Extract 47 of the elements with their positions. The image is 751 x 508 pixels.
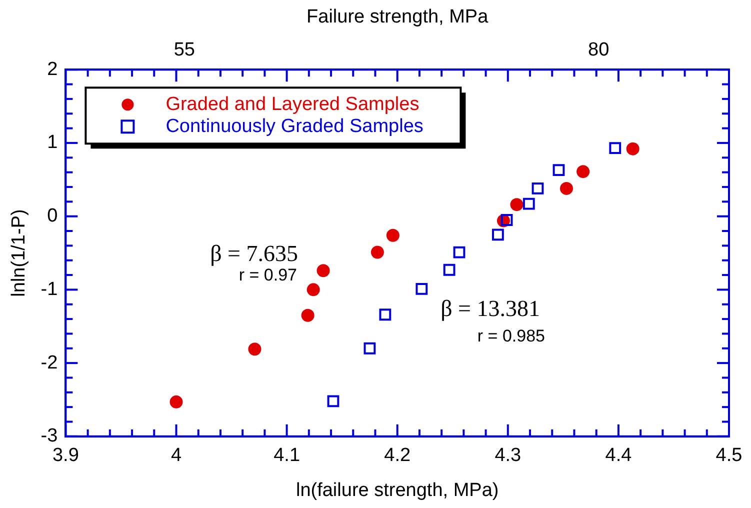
point [248, 342, 262, 356]
y-tick-label: 2 [47, 58, 58, 80]
point [170, 395, 183, 408]
point [492, 228, 504, 241]
x-tick-label: 4.3 [494, 445, 522, 466]
annotation: β = 13.381 [440, 296, 540, 322]
point [576, 165, 590, 178]
point [453, 246, 466, 258]
y-tick-label: -3 [40, 426, 58, 447]
x-tick-label: 4 [170, 445, 182, 466]
point [416, 282, 428, 295]
annotation: r = 0.985 [477, 326, 545, 346]
point [301, 308, 314, 322]
x-tick-label: 4.5 [716, 445, 742, 466]
point [443, 264, 456, 276]
point [500, 214, 513, 226]
x-tick-label: 4.1 [274, 445, 300, 466]
x-axis-title: ln(failure strength, MPa) [296, 480, 499, 501]
point [306, 283, 320, 296]
x2-axis-title: Failure strength, MPa [306, 6, 489, 28]
y-tick-label: 0 [47, 206, 58, 227]
point [560, 182, 573, 195]
point [370, 246, 384, 259]
y-axis-title: lnln(1/1-P) [8, 209, 30, 297]
x2-tick-label: 80 [588, 39, 610, 60]
point [327, 395, 340, 408]
y-tick-label: -1 [40, 278, 58, 300]
point [364, 342, 376, 354]
point [316, 264, 330, 278]
point [532, 182, 544, 194]
y-tick-label: 1 [47, 132, 58, 154]
point [386, 228, 400, 242]
point [510, 198, 524, 212]
annotation: r = 0.97 [238, 266, 297, 285]
annotation: β = 7.635 [210, 241, 298, 266]
x-tick-label: 4.4 [605, 445, 632, 466]
point [609, 142, 622, 154]
x2-tick-label: 55 [174, 39, 195, 60]
y-tick-label: -2 [40, 352, 58, 374]
point [552, 164, 565, 176]
point [522, 198, 535, 210]
legend-label: Continuously Graded Samples [166, 116, 424, 137]
x-tick-label: 4.2 [384, 445, 411, 466]
point [379, 308, 392, 321]
point [626, 142, 640, 156]
x-tick-label: 3.9 [52, 445, 79, 466]
legend-label: Graded and Layered Samples [166, 94, 420, 115]
